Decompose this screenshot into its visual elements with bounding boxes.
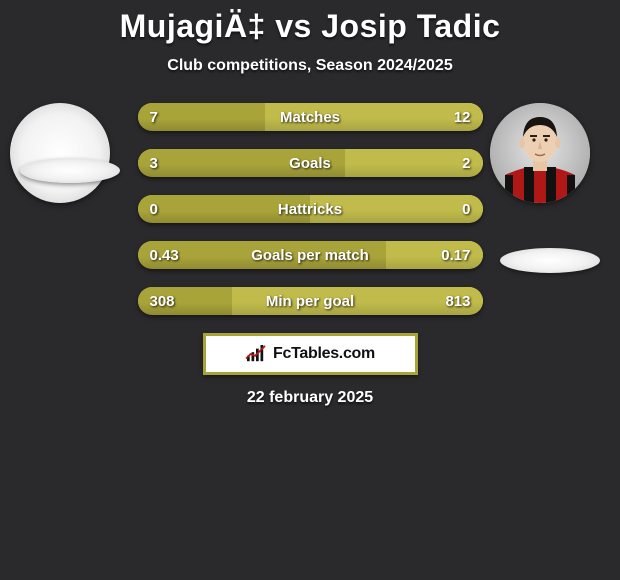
- stat-left-segment: [138, 241, 386, 269]
- stat-right-segment: [310, 195, 483, 223]
- stat-right-segment: [386, 241, 483, 269]
- player-left-pedestal: [20, 158, 120, 183]
- player-left-avatar: [10, 103, 110, 203]
- stat-row: 712Matches: [138, 103, 483, 131]
- stat-row: 0.430.17Goals per match: [138, 241, 483, 269]
- chart-icon: [245, 345, 267, 363]
- player-right-pedestal: [500, 248, 600, 273]
- stat-row: 308813Min per goal: [138, 287, 483, 315]
- page-title: MujagiÄ‡ vs Josip Tadic: [0, 0, 620, 45]
- date: 22 february 2025: [0, 389, 620, 407]
- stat-left-segment: [138, 149, 345, 177]
- player-right-avatar: [490, 103, 590, 203]
- brand-text: FcTables.com: [273, 345, 375, 363]
- stat-left-segment: [138, 195, 311, 223]
- stat-row: 32Goals: [138, 149, 483, 177]
- stat-right-segment: [265, 103, 482, 131]
- stat-row: 00Hattricks: [138, 195, 483, 223]
- stat-bars: 712Matches 32Goals 00Hattricks 0.430.17Goal…: [138, 103, 483, 315]
- stat-right-segment: [345, 149, 483, 177]
- stat-right-segment: [232, 287, 482, 315]
- brand-box[interactable]: FcTables.com: [203, 333, 418, 375]
- stat-left-segment: [138, 103, 266, 131]
- stat-left-segment: [138, 287, 233, 315]
- comparison-content: 712Matches 32Goals 00Hattricks 0.430.17Goal…: [0, 103, 620, 407]
- player-right-image: [490, 103, 590, 203]
- subtitle: Club competitions, Season 2024/2025: [0, 57, 620, 75]
